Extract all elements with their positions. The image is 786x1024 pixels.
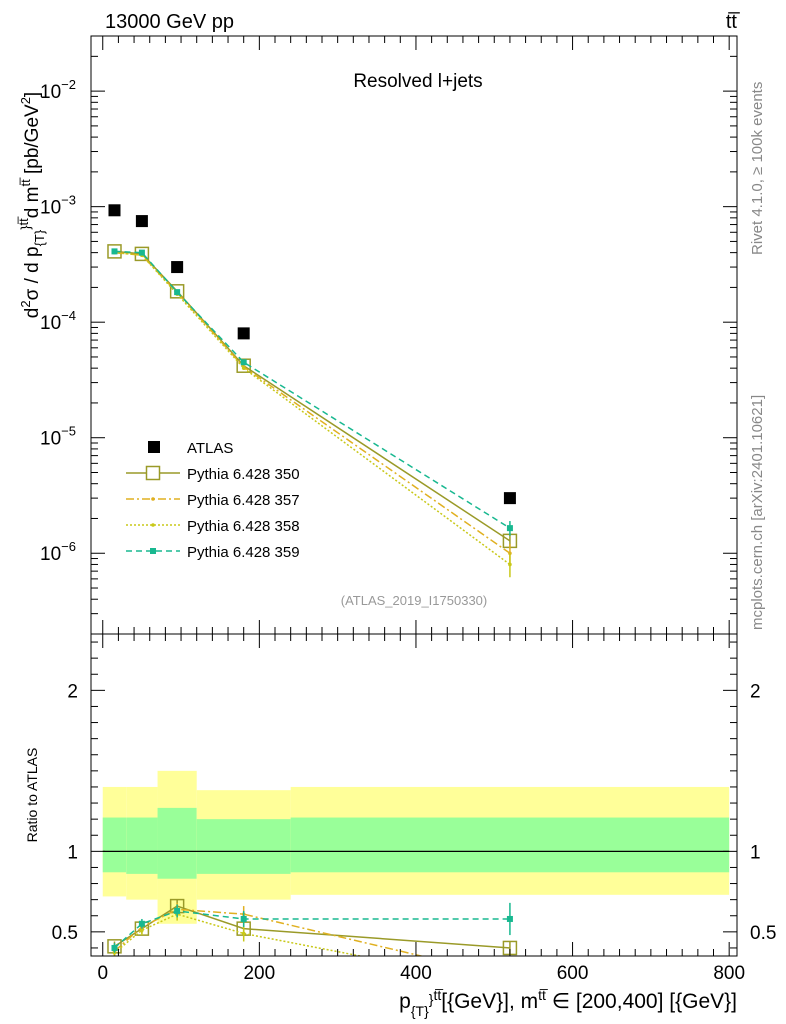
main-title: Resolved l+jets xyxy=(353,71,482,92)
legend-label: Pythia 6.428 357 xyxy=(187,492,300,509)
ratio-point xyxy=(508,983,512,987)
x-tick-label: 800 xyxy=(713,963,745,984)
legend-item: Pythia 6.428 357 xyxy=(126,492,300,509)
uncertainty-band-green xyxy=(102,817,127,873)
data-point xyxy=(107,244,122,259)
y-tick-label: 10−4 xyxy=(40,308,76,334)
main-plot-content xyxy=(107,204,518,578)
main-plot: 10−6 10−5 10−4 10−3 10−2 Resolved l+jets (AT… xyxy=(16,35,738,635)
legend-label: Pythia 6.428 350 xyxy=(187,466,300,483)
ratio-y-tick-label-right: 1 xyxy=(750,842,761,863)
uncertainty-band-green xyxy=(290,817,730,873)
ratio-point xyxy=(241,931,246,936)
series-line xyxy=(114,250,511,542)
legend-item: Pythia 6.428 350 xyxy=(126,465,300,483)
y-tick-label: 10−6 xyxy=(40,539,76,565)
mcplots-label: mcplots.cern.ch [arXiv:2401.10621] xyxy=(749,395,766,630)
data-point xyxy=(237,327,250,340)
y-tick-label: 10−3 xyxy=(40,193,76,219)
legend-item: ATLAS xyxy=(148,440,233,457)
ratio-series-4 xyxy=(111,902,513,953)
data-point xyxy=(138,249,145,256)
legend-marker xyxy=(150,548,156,554)
legend-item: Pythia 6.428 359 xyxy=(126,544,300,561)
data-point xyxy=(503,492,516,505)
ratio-plot-frame xyxy=(90,633,738,957)
data-point xyxy=(506,525,513,532)
ratio-point xyxy=(240,915,247,922)
y-tick-label: 10−2 xyxy=(40,77,76,103)
ratio-point xyxy=(140,928,144,933)
series-line xyxy=(114,251,511,554)
x-tick-label: 600 xyxy=(557,963,589,984)
data-point xyxy=(111,248,118,255)
ratio-plot: 0.5 0.5 1 1 2 2 0 200 400 600 800 Ratio to ATLAS p… xyxy=(24,633,776,1019)
process-label: tt̅ xyxy=(726,11,740,33)
data-point xyxy=(174,289,181,296)
ratio-point xyxy=(111,944,118,951)
ratio-point xyxy=(174,907,181,914)
legend-marker xyxy=(151,523,155,527)
series-line xyxy=(114,251,511,566)
legend-label: Pythia 6.428 359 xyxy=(187,544,300,561)
legend-marker xyxy=(151,497,155,501)
ratio-point xyxy=(506,915,513,922)
x-tick-label: 400 xyxy=(400,963,432,984)
data-point xyxy=(240,359,247,366)
ratio-line xyxy=(114,913,365,956)
legend-marker xyxy=(145,465,161,481)
ratio-y-tick-label: 1 xyxy=(67,842,78,863)
main-y-axis-label: d2σ / d p{T}}tt̅d mtt̅ [pb/GeV2] xyxy=(16,92,47,318)
uncertainty-band-green xyxy=(157,807,197,879)
ratio-plot-content xyxy=(102,770,730,987)
data-point xyxy=(169,284,185,299)
legend-item: Pythia 6.428 358 xyxy=(126,518,300,535)
x-tick-label: 0 xyxy=(97,963,108,984)
series-atlas xyxy=(108,204,516,505)
energy-label: 13000 GeV pp xyxy=(105,11,234,33)
x-tick-label: 200 xyxy=(243,963,275,984)
y-tick-label: 10−5 xyxy=(40,424,76,450)
ratio-y-axis-label: Ratio to ATLAS xyxy=(24,748,40,843)
ratio-y-tick-label-right: 0.5 xyxy=(750,923,776,944)
analysis-watermark: (ATLAS_2019_I1750330) xyxy=(341,593,487,608)
legend: ATLAS Pythia 6.428 350 Pythia 6.428 357 Pyt… xyxy=(126,440,300,561)
uncertainty-band-green xyxy=(196,819,291,874)
rivet-label: Rivet 4.1.0, ≥ 100k events xyxy=(749,82,766,255)
legend-marker xyxy=(148,441,160,453)
series-line xyxy=(114,250,511,529)
ratio-y-tick-label-right: 2 xyxy=(750,681,761,702)
uncertainty-band-green xyxy=(126,817,158,874)
data-point xyxy=(508,562,512,567)
main-axis-ticks: 10−6 10−5 10−4 10−3 10−2 xyxy=(40,35,737,635)
data-point xyxy=(135,215,148,228)
pt-sub: {T} xyxy=(32,229,47,246)
data-point xyxy=(241,366,246,370)
x-axis-label: p{T}}tt̅[{GeV}], mtt̅ ∈ [200,400] [{GeV}… xyxy=(399,987,737,1019)
series-pythia-6-428-359 xyxy=(111,248,513,536)
data-point xyxy=(108,204,121,217)
ratio-axis-ticks: 0.5 0.5 1 1 2 2 0 200 400 600 800 xyxy=(52,634,776,984)
data-point xyxy=(171,261,184,274)
series-pythia-6-428-350 xyxy=(107,244,518,549)
ratio-point xyxy=(138,920,145,927)
ratio-point xyxy=(508,975,512,979)
legend-label: Pythia 6.428 358 xyxy=(187,518,300,535)
ratio-y-tick-label: 0.5 xyxy=(52,923,78,944)
ratio-y-tick-label: 2 xyxy=(67,681,78,702)
legend-label: ATLAS xyxy=(187,440,233,457)
